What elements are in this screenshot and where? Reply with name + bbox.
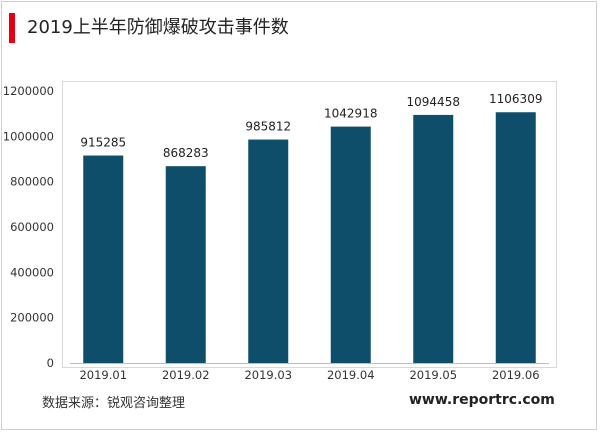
y-tick-label: 0 — [47, 356, 54, 370]
bar — [495, 112, 536, 363]
y-tick-label: 400000 — [10, 265, 54, 279]
y-tick-label: 600000 — [10, 220, 54, 234]
bar — [248, 139, 289, 363]
y-tick-label: 1000000 — [3, 129, 54, 143]
data-source-note: 数据来源：锐观咨询整理 — [42, 396, 186, 411]
data-label: 1094458 — [407, 95, 460, 109]
y-tick-label: 1200000 — [3, 84, 54, 98]
y-tick-label: 800000 — [10, 175, 54, 189]
data-label: 1106309 — [489, 92, 542, 106]
x-tick-label: 2019.02 — [162, 368, 210, 382]
page-title: 2019上半年防御爆破攻击事件数 — [27, 17, 289, 38]
bar — [83, 155, 124, 363]
x-tick-label: 2019.05 — [409, 368, 457, 382]
bar — [413, 114, 454, 363]
data-label: 868283 — [163, 146, 209, 160]
y-tick-label: 200000 — [10, 311, 54, 325]
data-label: 985812 — [245, 120, 291, 134]
website-label: www.reportrc.com — [409, 392, 555, 408]
x-tick-label: 2019.04 — [327, 368, 375, 382]
data-label: 915285 — [80, 136, 126, 150]
x-tick-label: 2019.06 — [492, 368, 540, 382]
bar — [165, 166, 206, 363]
plot-area — [62, 81, 557, 368]
bar — [330, 126, 371, 363]
title-accent-bar — [9, 13, 15, 43]
x-tick-label: 2019.01 — [79, 368, 127, 382]
x-tick-label: 2019.03 — [244, 368, 292, 382]
data-label: 1042918 — [324, 107, 377, 121]
